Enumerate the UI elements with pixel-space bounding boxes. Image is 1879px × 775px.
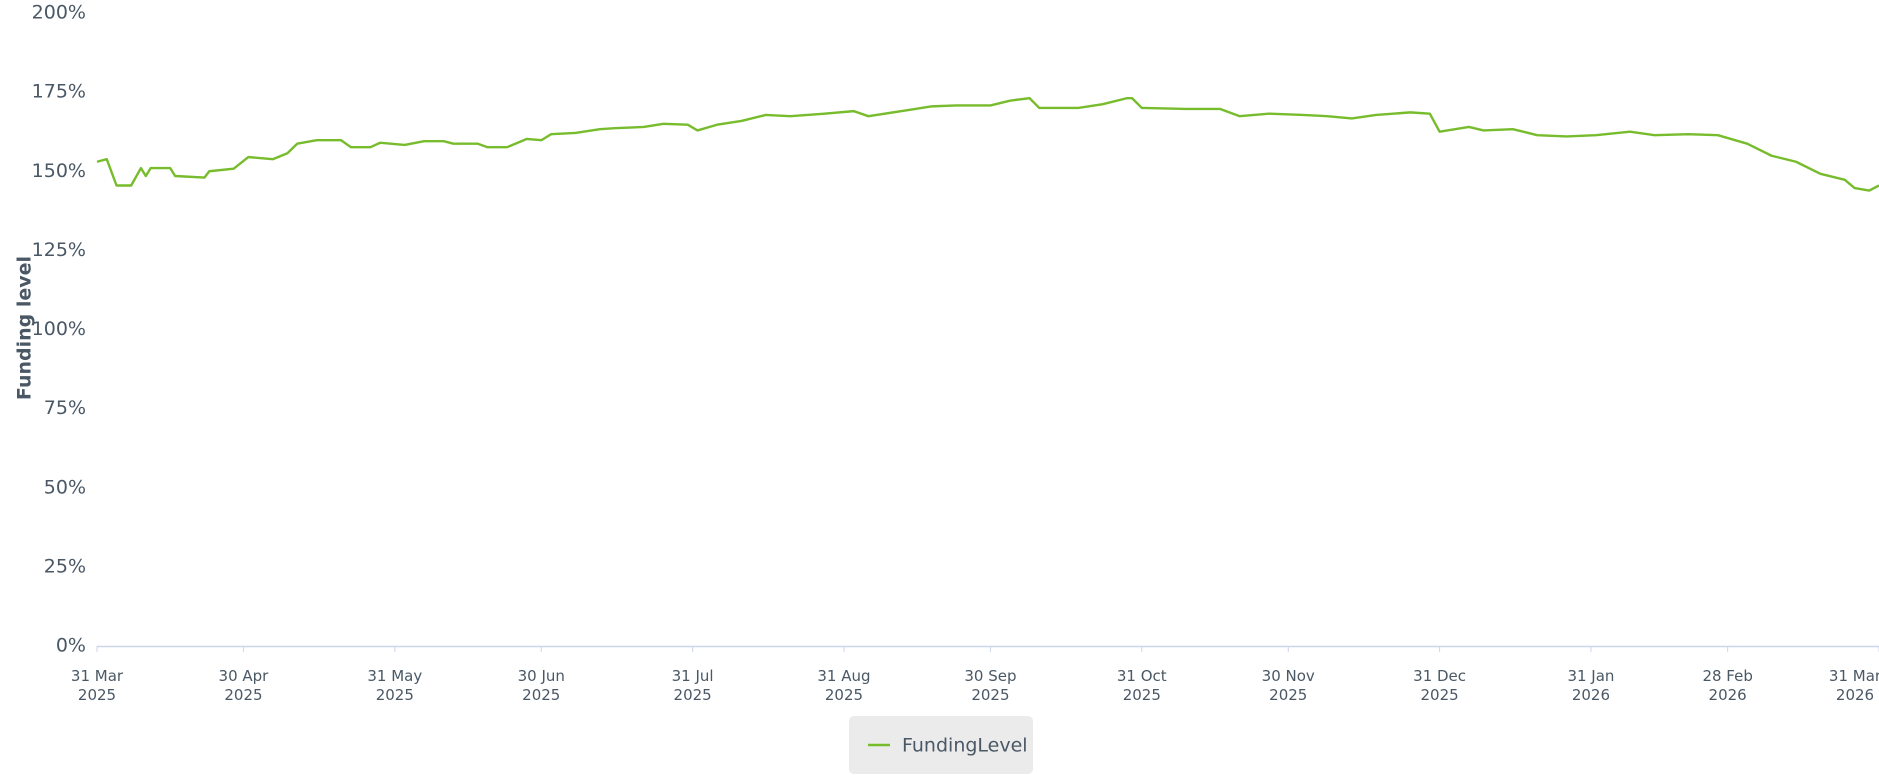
y-tick-label: 25% xyxy=(44,555,86,577)
y-tick-label: 0% xyxy=(56,635,86,657)
legend-label: FundingLevel xyxy=(902,735,1028,757)
x-tick-label: 30 Sep 2025 xyxy=(964,667,1016,704)
y-tick-label: 175% xyxy=(32,81,86,103)
legend-box xyxy=(849,716,1033,774)
x-tick-label: 31 Aug 2025 xyxy=(817,667,870,704)
y-tick-label: 50% xyxy=(44,476,86,498)
y-tick-label: 150% xyxy=(32,160,86,182)
x-tick-label: 31 Dec 2025 xyxy=(1413,667,1466,704)
x-tick-label: 30 Nov 2025 xyxy=(1262,667,1315,704)
y-tick-label: 75% xyxy=(44,397,86,419)
x-tick-label: 30 Jun 2025 xyxy=(518,667,565,704)
y-tick-label: 100% xyxy=(32,318,86,340)
x-tick-label: 30 Apr 2025 xyxy=(219,667,270,704)
x-tick-label: 31 Jul 2025 xyxy=(672,667,714,704)
x-tick-label: 31 May 2025 xyxy=(367,667,422,704)
data-line xyxy=(96,96,1879,192)
y-axis-title: Funding level xyxy=(14,256,36,400)
y-tick-label: 200% xyxy=(32,2,86,24)
x-tick-label: 31 Oct 2025 xyxy=(1117,667,1167,704)
x-tick-label: 31 Jan 2026 xyxy=(1567,667,1614,704)
x-tick-label: 31 Mar 2025 xyxy=(71,667,124,704)
x-tick-label: 31 Mar 2026 xyxy=(1829,667,1879,704)
x-tick-label: 28 Feb 2026 xyxy=(1702,667,1752,704)
y-tick-label: 125% xyxy=(32,239,86,261)
